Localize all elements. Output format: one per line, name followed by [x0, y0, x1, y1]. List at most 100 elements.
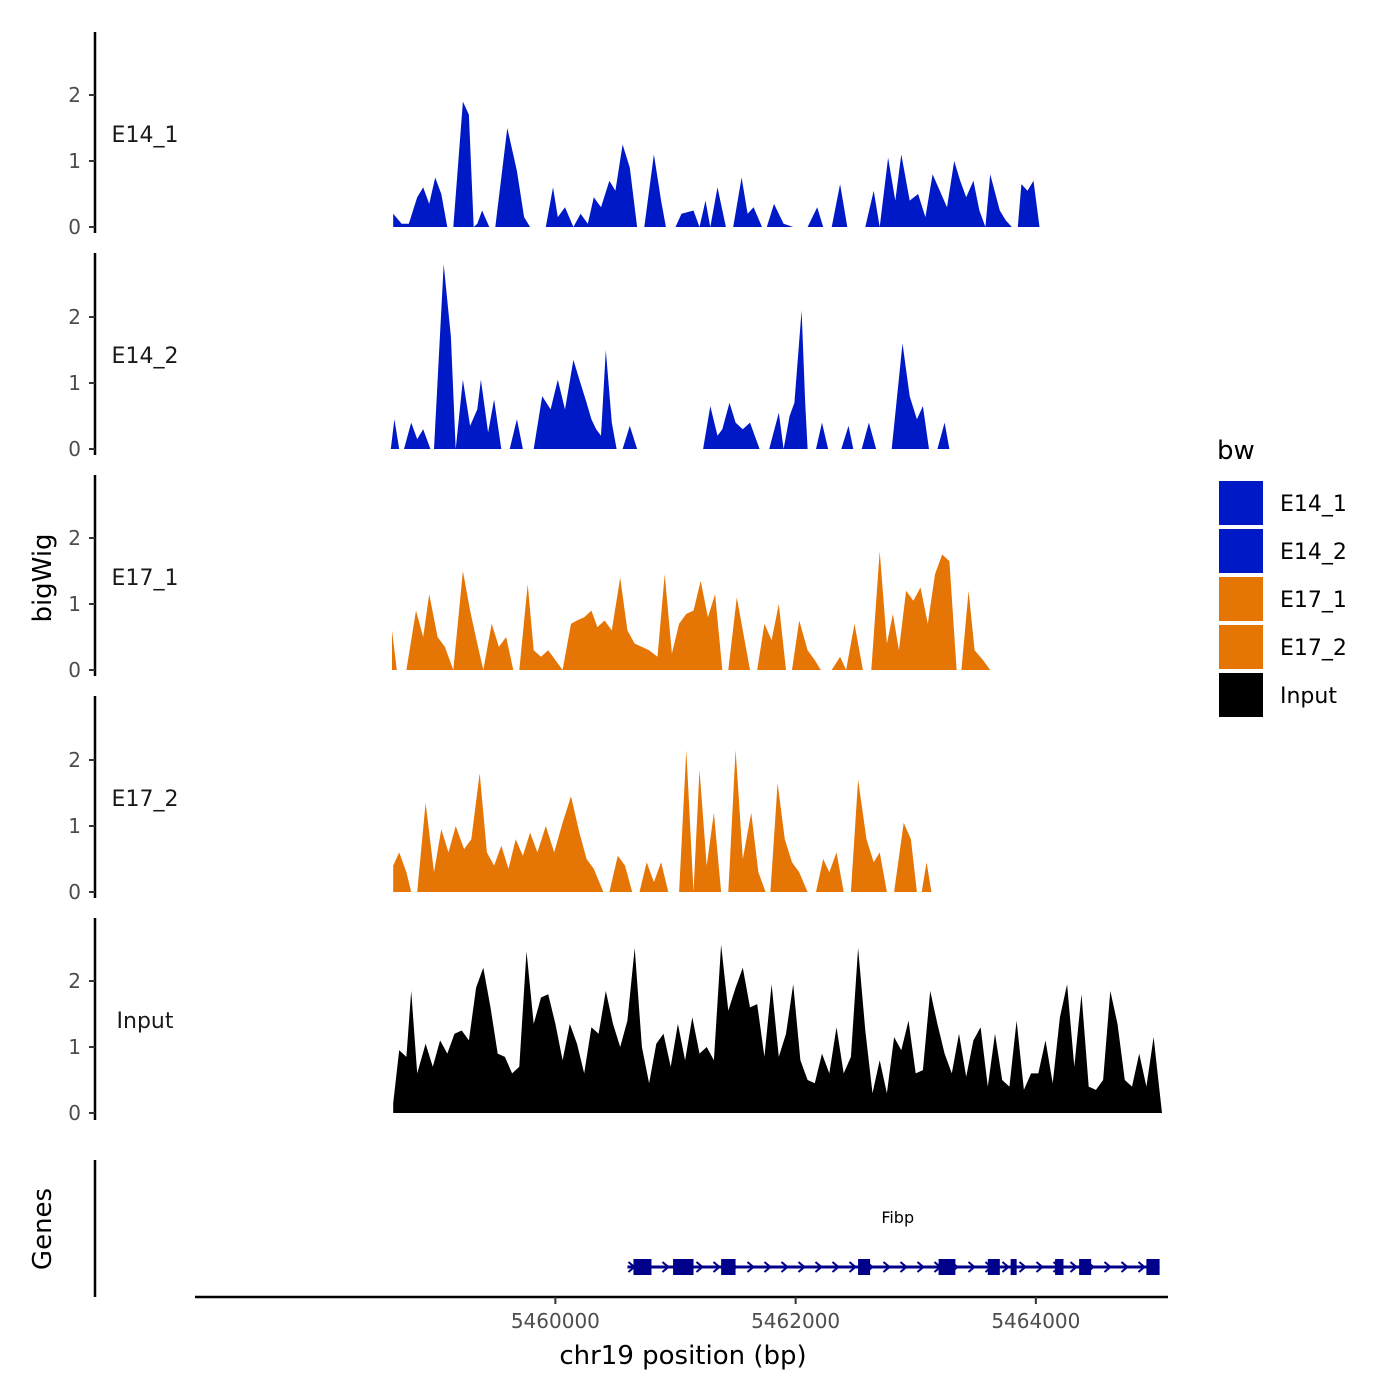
coverage-area — [675, 187, 726, 227]
strand-arrow — [1103, 1261, 1113, 1273]
coverage-area — [453, 101, 490, 227]
coverage-area — [679, 750, 722, 892]
y-tick-label: 1 — [68, 814, 81, 838]
exon — [1146, 1259, 1160, 1275]
coverage-area — [404, 422, 431, 449]
y-tick-label: 2 — [68, 305, 81, 329]
gene-name-label: Fibp — [881, 1208, 914, 1227]
legend-swatch — [1219, 481, 1263, 525]
exon — [633, 1259, 652, 1275]
strand-arrow — [899, 1261, 909, 1273]
track-label: Input — [117, 1009, 174, 1034]
track-label: E14_1 — [112, 123, 179, 148]
coverage-area — [728, 750, 766, 892]
strand-arrow — [712, 1261, 722, 1273]
y-tick-label: 2 — [68, 83, 81, 107]
coverage-area — [533, 350, 617, 449]
coverage-area — [850, 779, 887, 892]
coverage-area — [766, 203, 794, 227]
strand-arrow — [695, 1261, 705, 1273]
strand-arrow — [1001, 1261, 1011, 1273]
coverage-area — [434, 264, 502, 449]
y-axis-title: bigWig — [28, 533, 58, 622]
y-tick-label: 2 — [68, 969, 81, 993]
y-tick-label: 0 — [68, 658, 81, 682]
coverage-area — [622, 425, 638, 449]
coverage-area — [865, 154, 1040, 227]
coverage-area — [639, 862, 669, 892]
coverage-area — [390, 419, 400, 449]
coverage-area — [871, 551, 957, 670]
exon — [673, 1259, 694, 1275]
coverage-area — [757, 604, 786, 670]
y-tick-label: 1 — [68, 592, 81, 616]
coverage-area — [816, 852, 844, 892]
strand-arrow — [1120, 1261, 1130, 1273]
coverage-area — [417, 773, 604, 892]
strand-arrow — [661, 1261, 671, 1273]
legend-label: E14_1 — [1280, 492, 1347, 517]
strand-arrow — [967, 1261, 977, 1273]
coverage-area — [807, 207, 824, 227]
coverage-area — [831, 184, 848, 227]
y-tick-label: 2 — [68, 748, 81, 772]
exon — [1079, 1259, 1092, 1275]
coverage-area — [609, 855, 633, 892]
strand-arrow — [882, 1261, 892, 1273]
coverage-area — [393, 944, 1162, 1113]
y-tick-label: 1 — [68, 1035, 81, 1059]
strand-arrow — [916, 1261, 926, 1273]
exon — [1055, 1259, 1064, 1275]
legend-swatch — [1219, 577, 1263, 621]
strand-arrow — [831, 1261, 841, 1273]
gene-fibp: Fibp — [627, 1208, 1160, 1275]
x-tick-label: 5462000 — [751, 1309, 840, 1333]
x-tick-label: 5460000 — [511, 1309, 600, 1333]
strand-arrow — [780, 1261, 790, 1273]
y-tick-label: 1 — [68, 371, 81, 395]
legend: bw E14_1 E14_2 E17_1 E17_2 Input — [1217, 436, 1347, 717]
coverage-area — [894, 822, 917, 892]
coverage-area — [841, 425, 854, 449]
strand-arrow — [1137, 1261, 1147, 1273]
exon — [721, 1259, 736, 1275]
track-label: E14_2 — [112, 344, 179, 369]
legend-swatch — [1219, 625, 1263, 669]
legend-label: E17_2 — [1280, 636, 1347, 661]
track-input: 0 1 2 Input — [68, 918, 1162, 1125]
legend-swatch — [1219, 673, 1263, 717]
genes-axis-title: Genes — [28, 1188, 58, 1270]
exon — [987, 1259, 1000, 1275]
coverage-area — [861, 422, 877, 449]
track-e17-1: 0 1 2 E17_1 — [68, 475, 991, 682]
legend-label: E14_2 — [1280, 540, 1347, 565]
coverage-area — [495, 128, 531, 227]
coverage-area — [770, 783, 808, 892]
legend-label: E17_1 — [1280, 588, 1347, 613]
strand-arrow — [1018, 1261, 1028, 1273]
coverage-area — [393, 177, 448, 227]
coverage-area — [406, 571, 514, 670]
track-label: E17_1 — [112, 566, 179, 591]
y-tick-label: 0 — [68, 880, 81, 904]
coverage-area — [392, 630, 397, 670]
coverage-area — [769, 310, 808, 449]
coverage-area — [519, 574, 723, 670]
coverage-tracks: 0 1 2 E14_1 0 1 2 E14_2 0 1 2 E17_1 0 1 2 E17_2 0 1 2 Input — [68, 32, 1162, 1125]
coverage-area — [703, 402, 760, 449]
coverage-area — [921, 862, 932, 892]
coverage-area — [891, 343, 929, 449]
x-axis: 5460000 5462000 5464000 — [195, 1295, 1168, 1333]
coverage-area — [816, 422, 829, 449]
coverage-area — [393, 852, 412, 892]
track-e17-2: 0 1 2 E17_2 — [68, 696, 932, 904]
y-tick-label: 0 — [68, 437, 81, 461]
legend-title: bw — [1217, 436, 1255, 466]
coverage-area — [831, 623, 863, 670]
genes-track: Fibp — [93, 1160, 1160, 1297]
exon — [938, 1259, 956, 1275]
coverage-area — [733, 177, 762, 227]
strand-arrow — [814, 1261, 824, 1273]
coverage-area — [937, 422, 950, 449]
